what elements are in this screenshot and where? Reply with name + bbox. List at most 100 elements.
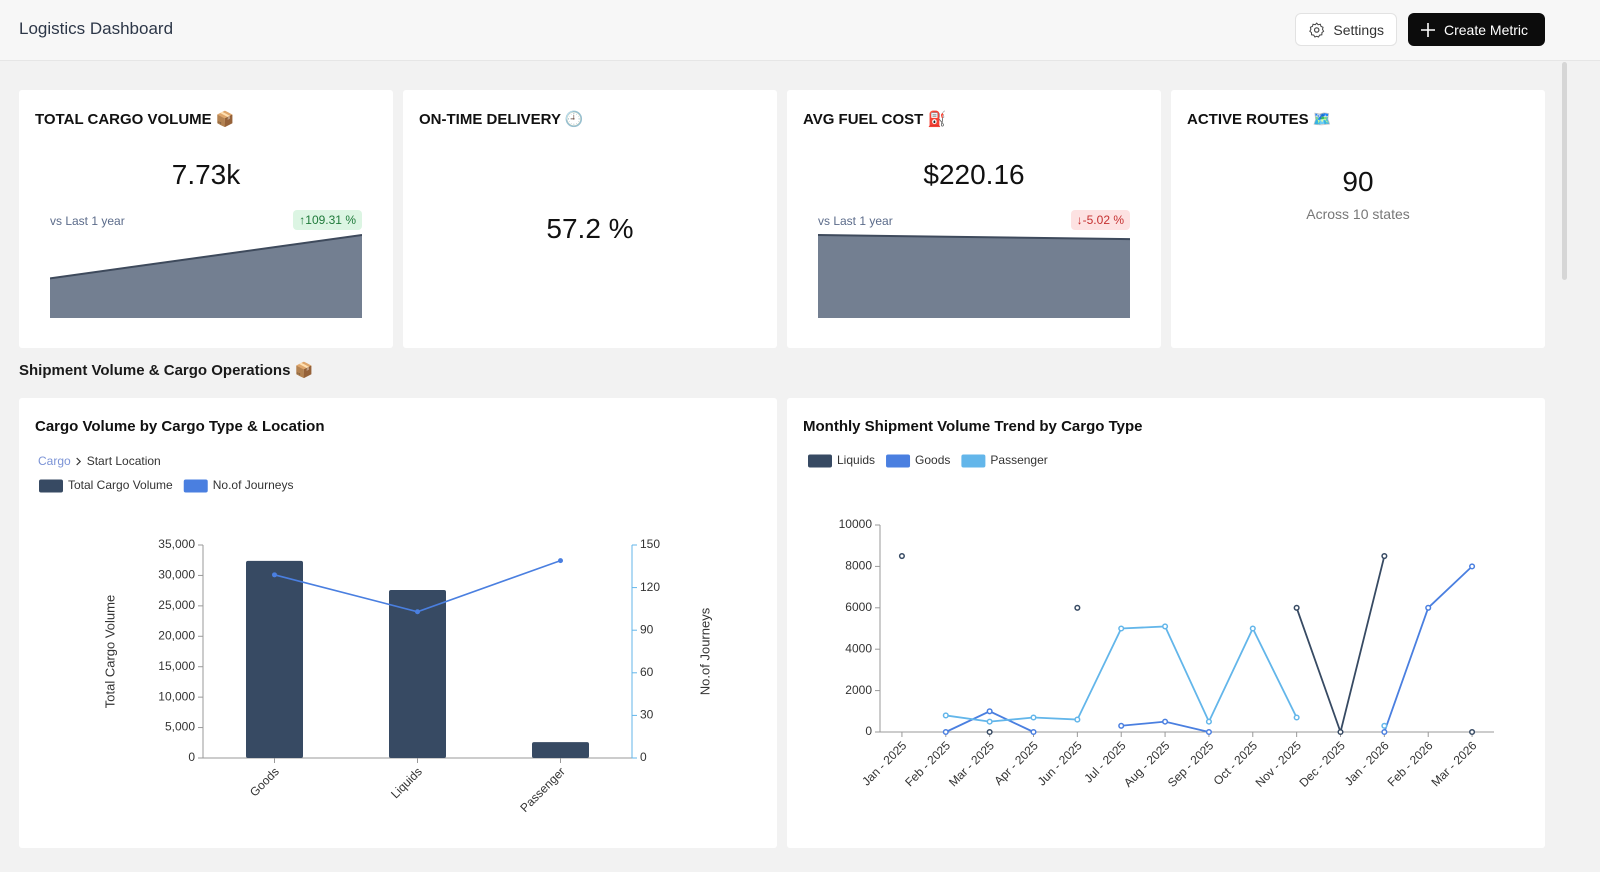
y-tick-label: 30,000 [158, 568, 195, 582]
kpi-change: ↑109.31 % [293, 210, 362, 230]
y-tick-label: 35,000 [158, 537, 195, 551]
x-tick-label: Jun - 2025 [1035, 738, 1085, 788]
legend-label: No.of Journeys [213, 478, 294, 492]
sparkline-line [50, 234, 362, 280]
y-tick-label: 0 [188, 750, 195, 764]
header: Logistics Dashboard Settings Create Metr… [0, 0, 1600, 61]
scrollbar[interactable] [1562, 62, 1567, 280]
x-tick-label: Feb - 2025 [902, 738, 953, 789]
legend-swatch [961, 454, 986, 468]
x-tick-label: Nov - 2025 [1253, 738, 1305, 790]
sparkline [818, 234, 1130, 318]
x-tick-label: Liquids [388, 764, 425, 801]
y2-tick-label: 150 [640, 537, 660, 551]
series-point [1205, 728, 1212, 736]
kpi-title: ON-TIME DELIVERY 🕘 [419, 111, 584, 128]
series-point [1074, 716, 1081, 723]
y-tick-label: 6000 [845, 600, 872, 614]
plus-icon [1421, 22, 1435, 37]
kpi-comparison: vs Last 1 year [50, 214, 125, 228]
series-point [1118, 625, 1125, 632]
sparkline-line [818, 234, 1130, 241]
y2-axis-label: No.of Journeys [697, 607, 712, 695]
y-tick-label: 5,000 [165, 720, 195, 734]
x-tick-label: Feb - 2026 [1385, 738, 1436, 789]
series-point [1162, 718, 1169, 725]
page-title: Logistics Dashboard [19, 19, 174, 38]
y2-tick-label: 30 [640, 708, 654, 722]
series-point [1381, 722, 1388, 729]
y-tick-label: 2000 [845, 683, 872, 697]
series-point [1381, 553, 1388, 560]
legend-label: Goods [915, 453, 950, 467]
breadcrumb-chevron [76, 457, 82, 466]
kpi-title: TOTAL CARGO VOLUME 📦 [35, 111, 235, 128]
x-tick-label: Jan - 2025 [859, 738, 909, 788]
bar [389, 590, 446, 758]
kpi-title: AVG FUEL COST ⛽ [803, 111, 947, 128]
kpi-value: $220.16 [923, 159, 1025, 190]
bar [532, 742, 589, 758]
sparkline [50, 234, 362, 318]
kpi-title: ACTIVE ROUTES 🗺️ [1187, 111, 1332, 128]
series-point [1381, 728, 1388, 736]
series-point [1118, 722, 1125, 729]
section-title: Shipment Volume & Cargo Operations 📦 [19, 362, 314, 379]
create-metric-button[interactable]: Create Metric [1408, 13, 1545, 46]
journeys-point [272, 572, 277, 578]
x-tick-label: Jan - 2026 [1342, 738, 1392, 788]
series-point [1293, 714, 1300, 721]
chart-title: Monthly Shipment Volume Trend by Cargo T… [803, 418, 1142, 435]
legend-swatch [39, 479, 63, 493]
kpi-value: 90 [1342, 166, 1374, 197]
bar [246, 560, 303, 758]
y-tick-label: 8000 [845, 559, 872, 573]
kpi-card: ACTIVE ROUTES 🗺️ 90 Across 10 states [1171, 90, 1545, 348]
series-point [1293, 604, 1300, 611]
y-tick-label: 4000 [845, 641, 872, 655]
settings-button[interactable]: Settings [1295, 13, 1397, 46]
y2-tick-label: 90 [640, 622, 654, 636]
series-point [1162, 623, 1169, 630]
y2-tick-label: 120 [640, 580, 660, 594]
kpi-subtitle: Across 10 states [1306, 206, 1410, 222]
series-point [942, 728, 949, 736]
legend-swatch [886, 454, 911, 468]
series-point [1469, 563, 1476, 570]
y-tick-label: 20,000 [158, 628, 195, 642]
kpi-value: 7.73k [171, 159, 241, 190]
x-tick-label: Goods [247, 764, 282, 799]
kpi-card: AVG FUEL COST ⛽ $220.16 vs Last 1 year ↓-5.… [787, 90, 1161, 348]
journeys-point [558, 558, 563, 564]
series-point [1249, 625, 1256, 632]
series-point [986, 718, 993, 725]
series-point [1337, 728, 1344, 736]
button-label: Settings [1333, 21, 1384, 38]
series-point [898, 553, 905, 560]
series-point [1205, 718, 1212, 725]
x-tick-label: Passenger [517, 764, 567, 814]
y2-tick-label: 60 [640, 665, 654, 679]
y-tick-label: 10,000 [158, 689, 195, 703]
legend-label: Passenger [990, 453, 1047, 467]
x-tick-label: Mar - 2026 [1429, 738, 1480, 789]
series-point [942, 712, 949, 719]
series-point [1469, 728, 1476, 736]
series-point [986, 708, 993, 715]
series-point [986, 728, 993, 736]
x-tick-label: Mar - 2025 [946, 738, 997, 789]
series-line [1297, 556, 1472, 732]
x-tick-label: Apr - 2025 [991, 738, 1041, 788]
sparkline-area [818, 235, 1130, 318]
kpi-card: TOTAL CARGO VOLUME 📦 7.73k vs Last 1 year ↑… [19, 90, 393, 348]
series-point [1030, 714, 1037, 721]
x-tick-label: Aug - 2025 [1121, 738, 1173, 790]
legend-swatch [183, 479, 208, 493]
x-tick-label: Dec - 2025 [1296, 738, 1348, 790]
kpi-card: ON-TIME DELIVERY 🕘 57.2 % [403, 90, 777, 348]
legend-label: Total Cargo Volume [68, 478, 173, 492]
kpi-change: ↓-5.02 % [1070, 210, 1130, 230]
button-label: Create Metric [1444, 21, 1529, 38]
